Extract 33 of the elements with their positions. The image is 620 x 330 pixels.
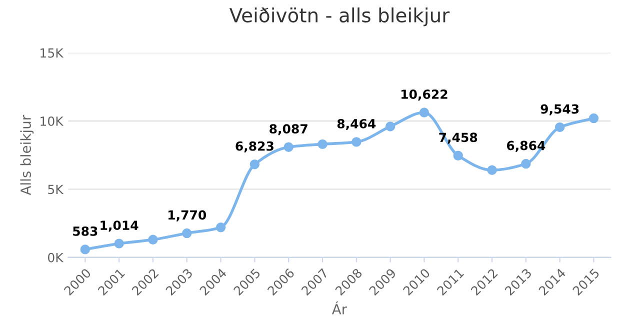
x-axis-title: Ár [332,301,348,314]
chart-title: Veiðivötn - alls bleikjur [229,7,450,26]
point [588,113,599,124]
data-label: 7,458 [439,132,478,144]
y-tick-label: 15K [40,48,64,58]
data-label: 9,543 [540,104,579,116]
point [453,150,463,161]
data-label: 583 [73,226,98,236]
point [521,158,531,169]
point [182,228,192,238]
data-label: 8,464 [337,118,376,130]
data-label: 1,014 [100,220,138,232]
point [318,139,328,150]
point [284,142,294,152]
y-tick-label: 5K [48,184,64,194]
point [385,122,396,132]
point [554,122,565,132]
data-label: 1,770 [168,210,206,222]
point [148,234,158,245]
point [352,137,362,147]
data-label: 8,087 [270,124,308,136]
point [80,244,90,254]
data-label: 10,622 [402,90,448,101]
y-tick-label: 0K [48,252,64,262]
y-axis-title: Alls bleikjur [20,114,34,196]
point [216,222,226,232]
point [114,238,124,248]
point [487,165,497,175]
data-label: 6,823 [236,141,274,152]
y-tick-label: 10K [40,116,64,126]
data-label: 6,864 [506,140,546,152]
point [250,159,260,170]
point [419,108,430,118]
